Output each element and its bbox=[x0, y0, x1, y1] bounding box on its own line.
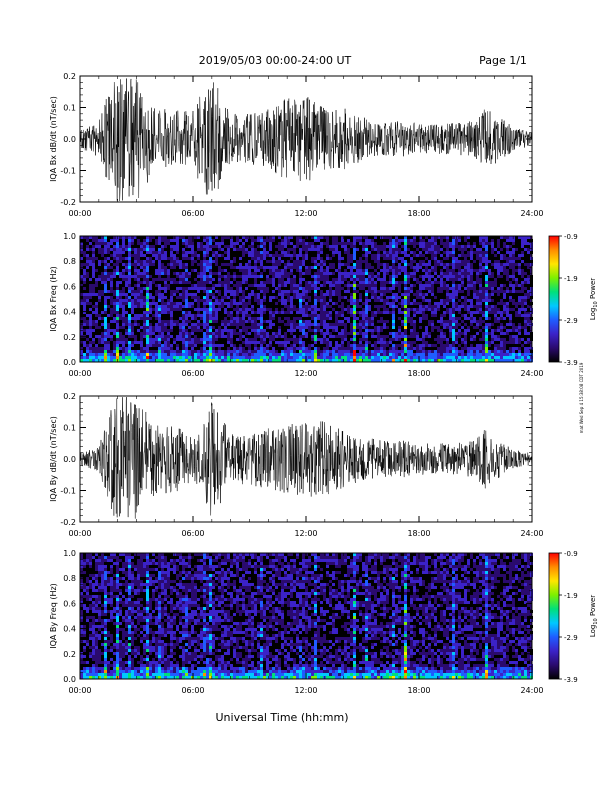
y-tick-label: -0.2 bbox=[60, 518, 76, 527]
figure-title: 2019/05/03 00:00-24:00 UT bbox=[199, 54, 352, 67]
y-axis-label: IQA Bx dB/dt (nT/sec) bbox=[49, 96, 58, 182]
y-axis-label: IQA Bx Freq (Hz) bbox=[49, 266, 58, 332]
y-tick-label: 0.4 bbox=[63, 625, 76, 634]
page-label: Page 1/1 bbox=[479, 54, 527, 67]
x-tick-label: 06:00 bbox=[181, 529, 204, 538]
colorbar-tick-label: -2.9 bbox=[564, 634, 578, 642]
colorbar-tick-label: -3.9 bbox=[564, 676, 578, 684]
x-tick-label: 18:00 bbox=[407, 369, 430, 378]
x-tick-label: 18:00 bbox=[407, 529, 430, 538]
colorbar bbox=[549, 236, 559, 362]
colorbar-label: Log10 Power bbox=[589, 595, 599, 637]
colorbar-tick-label: -2.9 bbox=[564, 317, 578, 325]
x-tick-label: 12:00 bbox=[294, 529, 317, 538]
colorbar-label: Log10 Power bbox=[589, 278, 599, 320]
x-axis-title: Universal Time (hh:mm) bbox=[216, 711, 349, 724]
y-tick-label: 0.6 bbox=[63, 599, 76, 608]
x-tick-label: 00:00 bbox=[68, 209, 91, 218]
y-tick-label: 0.0 bbox=[63, 455, 76, 464]
y-tick-label: 1.0 bbox=[63, 232, 76, 241]
colorbar bbox=[549, 553, 559, 679]
y-tick-label: 0.1 bbox=[63, 104, 76, 113]
y-tick-label: 0.2 bbox=[63, 333, 76, 342]
x-tick-label: 12:00 bbox=[294, 209, 317, 218]
y-tick-label: 0.0 bbox=[63, 135, 76, 144]
x-tick-label: 06:00 bbox=[181, 209, 204, 218]
x-tick-label: 24:00 bbox=[520, 529, 543, 538]
colorbar-tick-label: -0.9 bbox=[564, 550, 578, 558]
colorbar-tick-label: -1.9 bbox=[564, 275, 578, 283]
y-tick-label: 0.6 bbox=[63, 282, 76, 291]
panel-2: 1.0 0.8 0.6 0.4 0.2 0.0 00:00 06:00 12:00 18:00 24… bbox=[49, 232, 599, 378]
x-tick-label: 06:00 bbox=[181, 686, 204, 695]
y-tick-label: 1.0 bbox=[63, 549, 76, 558]
y-tick-label: -0.1 bbox=[60, 167, 76, 176]
panel-1: 0.2 0.1 0.0 -0.1 -0.2 00:00 06:00 12:00 18:00 24:… bbox=[49, 72, 544, 218]
y-tick-label: 0.0 bbox=[63, 675, 76, 684]
x-tick-label: 24:00 bbox=[520, 369, 543, 378]
y-tick-label: 0.4 bbox=[63, 308, 76, 317]
x-tick-label: 18:00 bbox=[407, 209, 430, 218]
x-tick-label: 06:00 bbox=[181, 369, 204, 378]
y-axis-label: IQA By Freq (Hz) bbox=[49, 583, 58, 649]
panels: 0.2 0.1 0.0 -0.1 -0.2 00:00 06:00 12:00 18:00 24:… bbox=[49, 72, 599, 695]
panel-3: 0.2 0.1 0.0 -0.1 -0.2 00:00 06:00 12:00 18:00 24:… bbox=[49, 392, 544, 538]
y-tick-label: 0.0 bbox=[63, 358, 76, 367]
y-tick-label: 0.8 bbox=[63, 574, 76, 583]
x-tick-label: 24:00 bbox=[520, 209, 543, 218]
y-tick-label: 0.2 bbox=[63, 650, 76, 659]
y-tick-label: -0.1 bbox=[60, 487, 76, 496]
x-tick-label: 00:00 bbox=[68, 529, 91, 538]
x-tick-label: 12:00 bbox=[294, 369, 317, 378]
colorbar-tick-label: -0.9 bbox=[564, 233, 578, 241]
x-tick-label: 12:00 bbox=[294, 686, 317, 695]
colorbar-tick-label: -3.9 bbox=[564, 359, 578, 367]
y-axis-label: IQA By dB/dt (nT/sec) bbox=[49, 416, 58, 502]
x-tick-label: 00:00 bbox=[68, 369, 91, 378]
y-tick-label: 0.8 bbox=[63, 257, 76, 266]
x-tick-label: 24:00 bbox=[520, 686, 543, 695]
side-note: mat Wed Sep 4 15:38:08 CDT 2019 bbox=[579, 362, 584, 433]
y-tick-label: -0.2 bbox=[60, 198, 76, 207]
x-tick-label: 00:00 bbox=[68, 686, 91, 695]
y-tick-label: 0.1 bbox=[63, 424, 76, 433]
panel-4: 1.0 0.8 0.6 0.4 0.2 0.0 00:00 06:00 12:00 18:00 24… bbox=[49, 549, 599, 695]
x-tick-label: 18:00 bbox=[407, 686, 430, 695]
y-tick-label: 0.2 bbox=[63, 72, 76, 81]
y-tick-label: 0.2 bbox=[63, 392, 76, 401]
colorbar-tick-label: -1.9 bbox=[564, 592, 578, 600]
